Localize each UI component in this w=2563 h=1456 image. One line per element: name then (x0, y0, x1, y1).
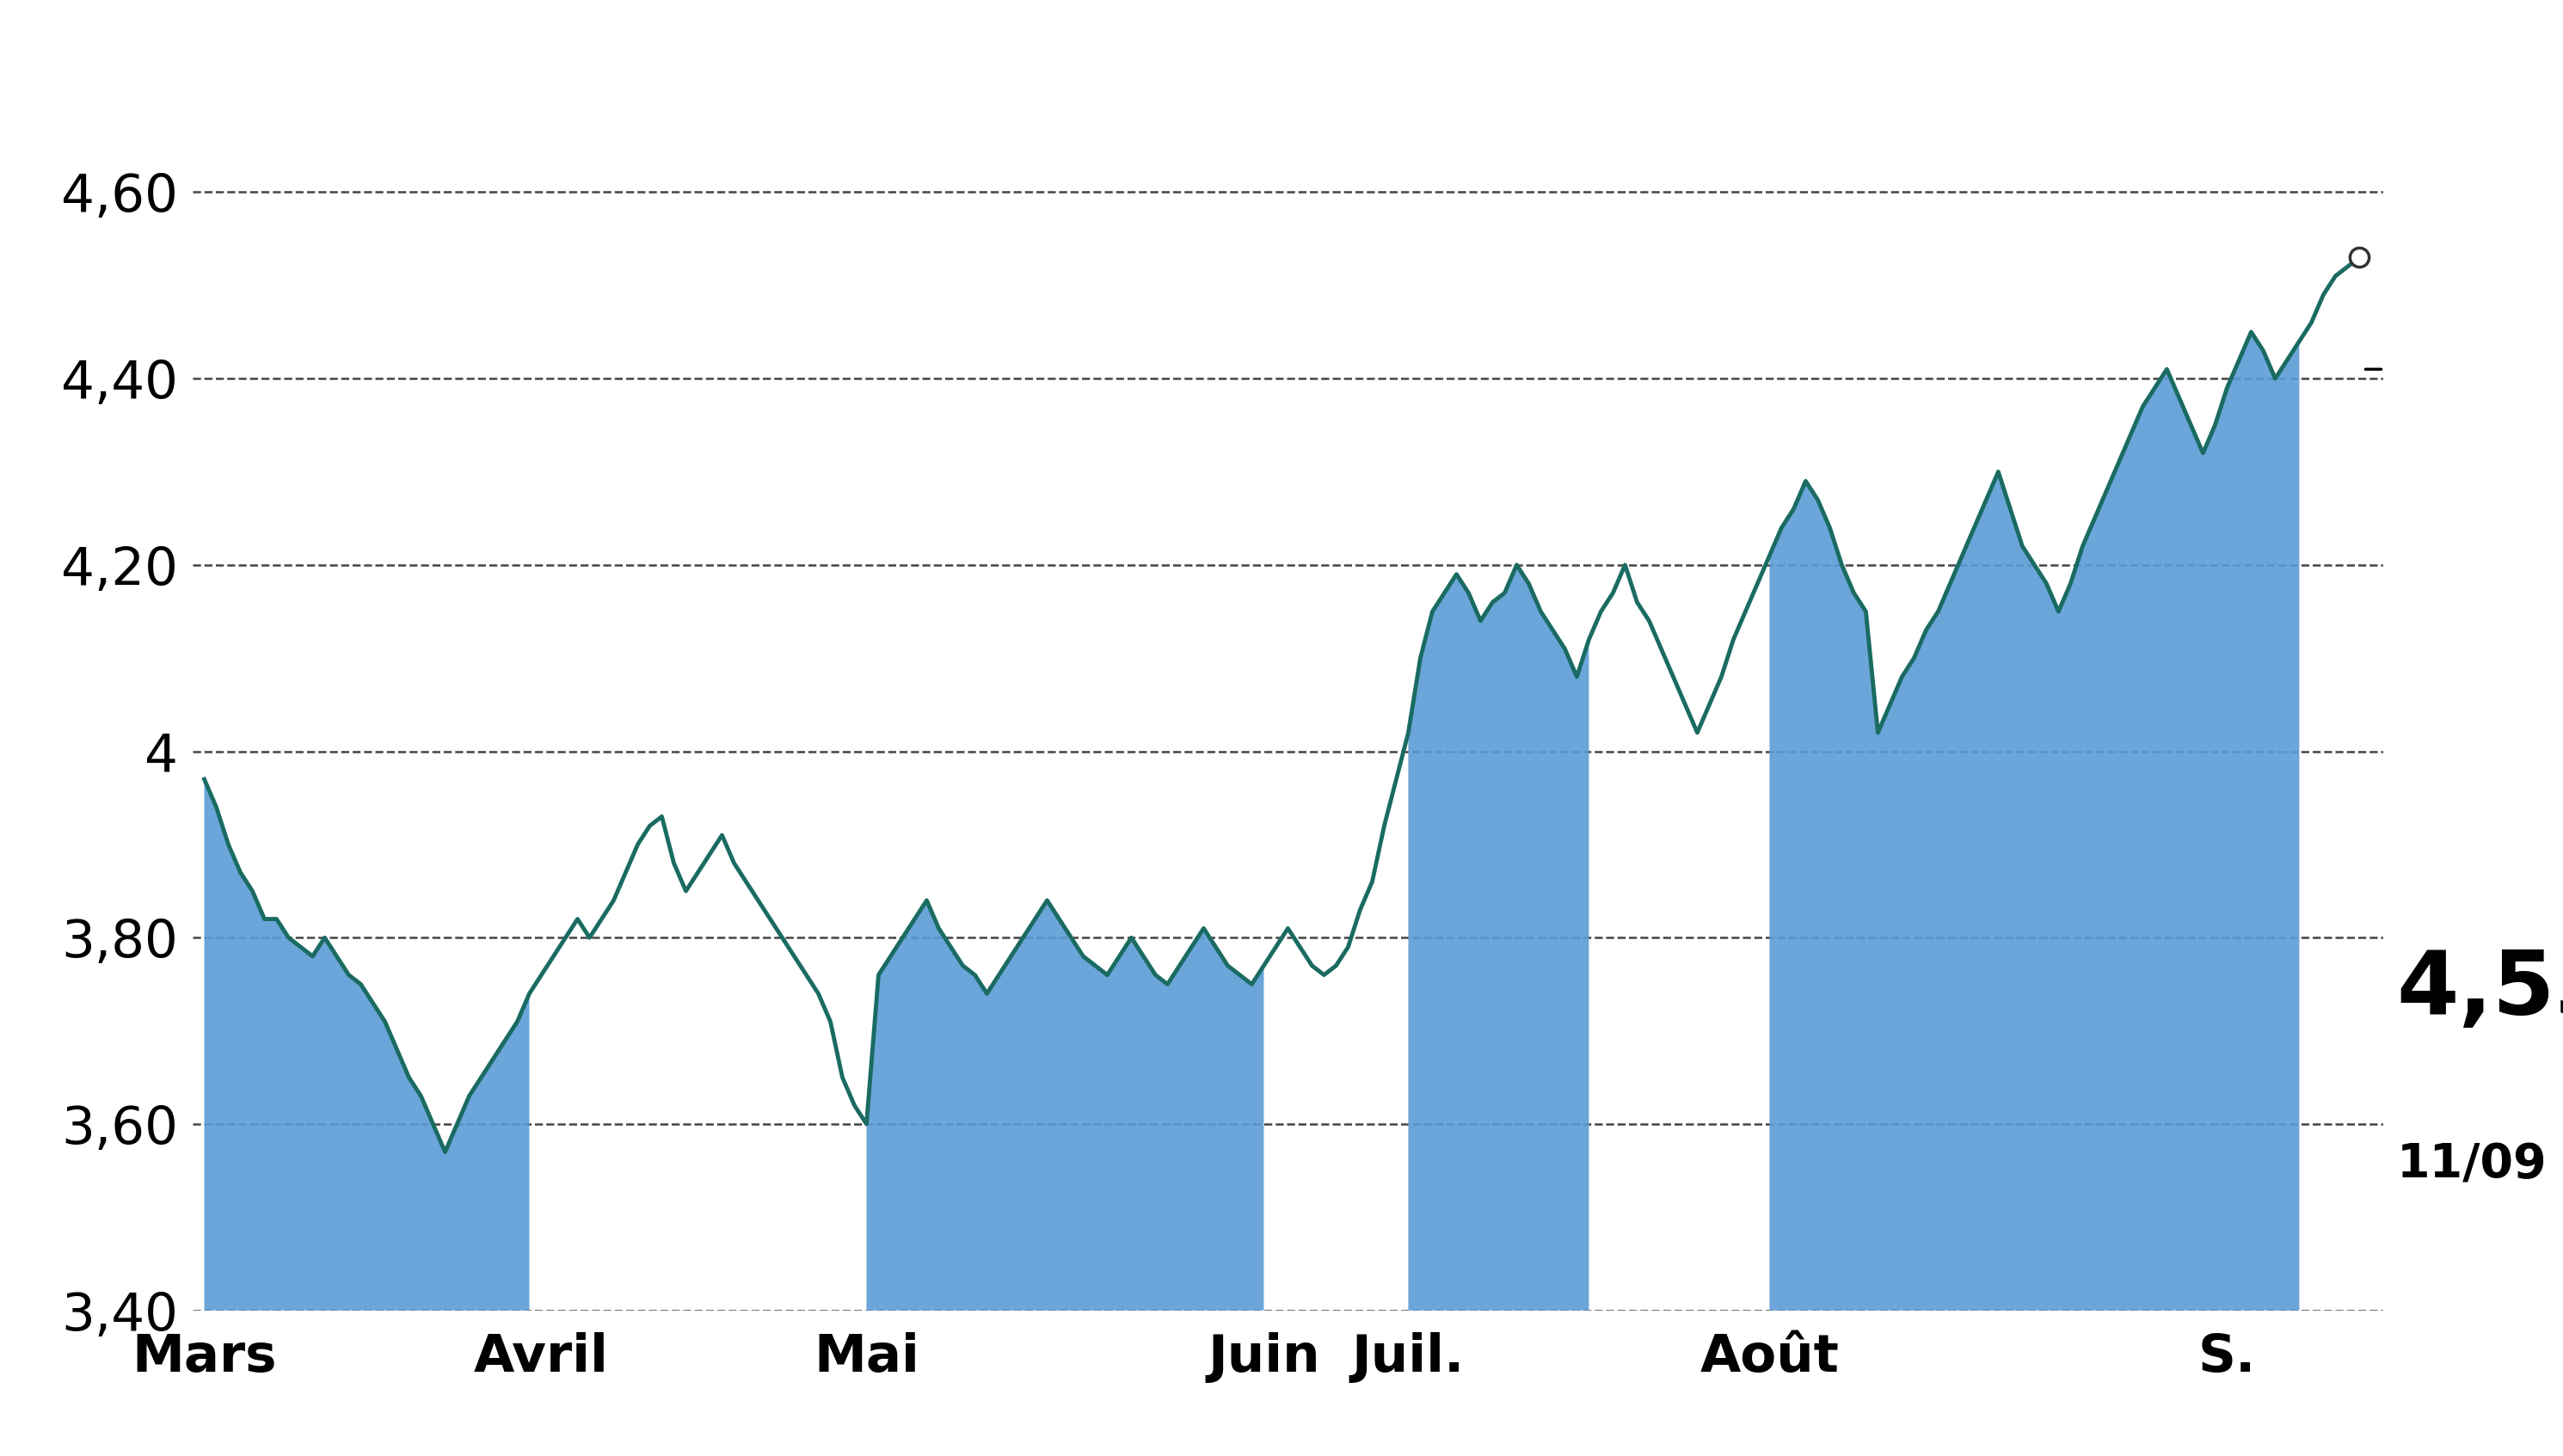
Text: abrdn Global Premier Properties Fund: abrdn Global Premier Properties Fund (361, 42, 2202, 125)
Text: 4,53: 4,53 (2396, 946, 2563, 1034)
Text: 11/09: 11/09 (2396, 1142, 2548, 1188)
